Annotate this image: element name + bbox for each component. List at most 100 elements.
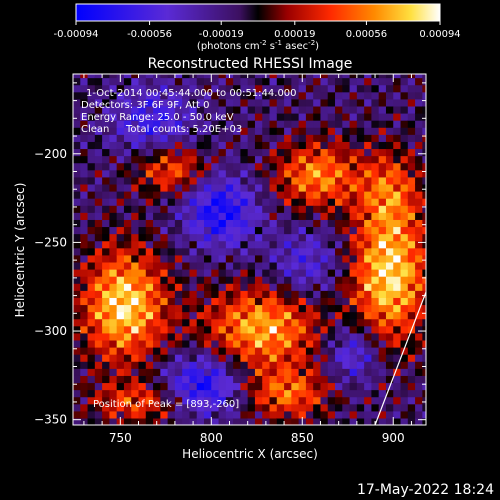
heatmap-pixel xyxy=(385,339,394,348)
heatmap-pixel xyxy=(393,410,402,419)
heatmap-pixel xyxy=(407,84,416,93)
heatmap-pixel xyxy=(80,354,89,362)
heatmap-pixel xyxy=(269,410,278,419)
heatmap-pixel xyxy=(415,297,423,306)
heatmap-pixel xyxy=(73,311,81,320)
heatmap-pixel xyxy=(109,191,118,199)
heatmap-pixel xyxy=(415,304,423,313)
heatmap-pixel xyxy=(204,134,212,142)
heatmap-pixel xyxy=(305,77,314,86)
heatmap-pixel xyxy=(123,339,132,348)
heatmap-pixel xyxy=(335,155,343,164)
heatmap-pixel xyxy=(320,332,329,341)
heatmap-pixel xyxy=(415,368,423,376)
heatmap-pixel xyxy=(153,141,161,150)
heatmap-pixel xyxy=(167,84,176,93)
heatmap-pixel xyxy=(385,247,394,256)
heatmap-pixel xyxy=(240,290,249,298)
heatmap-pixel xyxy=(116,191,125,199)
heatmap-pixel xyxy=(364,191,373,199)
heatmap-pixel xyxy=(240,105,249,114)
heatmap-pixel xyxy=(131,269,140,277)
heatmap-pixel xyxy=(356,389,365,398)
heatmap-pixel xyxy=(335,247,343,256)
heatmap-pixel xyxy=(174,269,183,277)
heatmap-pixel xyxy=(407,191,416,199)
heatmap-pixel xyxy=(327,247,336,256)
heatmap-pixel xyxy=(356,339,365,348)
heatmap-pixel xyxy=(269,375,278,384)
heatmap-pixel xyxy=(87,261,96,270)
heatmap-pixel xyxy=(393,247,402,256)
heatmap-pixel xyxy=(378,148,387,157)
heatmap-pixel xyxy=(131,382,140,391)
heatmap-pixel xyxy=(80,290,89,298)
heatmap-pixel xyxy=(407,368,416,376)
heatmap-pixel xyxy=(320,240,329,249)
heatmap-pixel xyxy=(204,77,212,86)
heatmap-pixel xyxy=(335,375,343,384)
heatmap-pixel xyxy=(174,297,183,306)
heatmap-pixel xyxy=(254,212,263,220)
heatmap-pixel xyxy=(160,276,169,284)
heatmap-pixel xyxy=(174,198,183,206)
heatmap-pixel xyxy=(160,283,169,291)
heatmap-pixel xyxy=(364,318,373,327)
heatmap-pixel xyxy=(298,198,307,206)
heatmap-pixel xyxy=(291,297,300,306)
heatmap-pixel xyxy=(174,141,183,150)
heatmap-pixel xyxy=(73,77,81,86)
heatmap-pixel xyxy=(415,382,423,391)
plot-frame xyxy=(72,73,427,426)
heatmap-pixel xyxy=(393,198,402,206)
heatmap-pixel xyxy=(240,375,249,384)
heatmap-pixel xyxy=(131,91,140,100)
heatmap-pixel xyxy=(204,219,212,228)
heatmap-pixel xyxy=(153,290,161,298)
heatmap-pixel xyxy=(284,318,292,327)
heatmap-pixel xyxy=(240,120,249,128)
heatmap-pixel xyxy=(393,269,402,277)
heatmap-pixel xyxy=(204,368,212,376)
heatmap-pixel xyxy=(153,339,161,348)
heatmap-pixel xyxy=(153,233,161,242)
heatmap-pixel xyxy=(196,325,205,334)
heatmap-pixel xyxy=(422,183,426,192)
heatmap-pixel xyxy=(305,226,314,235)
heatmap-pixel xyxy=(364,304,373,313)
heatmap-pixel xyxy=(145,219,154,228)
heatmap-pixel xyxy=(349,368,358,376)
heatmap-pixel xyxy=(335,162,343,171)
heatmap-pixel xyxy=(342,233,351,242)
heatmap-pixel xyxy=(131,219,140,228)
heatmap-pixel xyxy=(393,226,402,235)
heatmap-pixel xyxy=(327,162,336,171)
heatmap-pixel xyxy=(254,105,263,114)
heatmap-pixel xyxy=(305,276,314,284)
heatmap-pixel xyxy=(102,361,110,369)
heatmap-pixel xyxy=(225,191,234,199)
heatmap-pixel xyxy=(407,389,416,398)
heatmap-pixel xyxy=(247,233,256,242)
heatmap-pixel xyxy=(313,77,322,86)
heatmap-pixel xyxy=(196,155,205,164)
heatmap-pixel xyxy=(407,77,416,86)
heatmap-pixel xyxy=(284,368,292,376)
heatmap-pixel xyxy=(218,297,227,306)
heatmap-pixel xyxy=(102,98,110,107)
heatmap-pixel xyxy=(167,91,176,100)
heatmap-pixel xyxy=(145,226,154,235)
heatmap-pixel xyxy=(167,148,176,157)
heatmap-pixel xyxy=(94,162,103,171)
heatmap-pixel xyxy=(102,191,110,199)
heatmap-pixel xyxy=(174,233,183,242)
heatmap-pixel xyxy=(204,297,212,306)
heatmap-pixel xyxy=(262,389,271,398)
heatmap-pixel xyxy=(298,98,307,107)
heatmap-pixel xyxy=(371,84,380,93)
heatmap-pixel xyxy=(284,191,292,199)
heatmap-pixel xyxy=(123,212,132,220)
heatmap-pixel xyxy=(145,410,154,419)
heatmap-pixel xyxy=(356,198,365,206)
heatmap-pixel xyxy=(400,233,409,242)
